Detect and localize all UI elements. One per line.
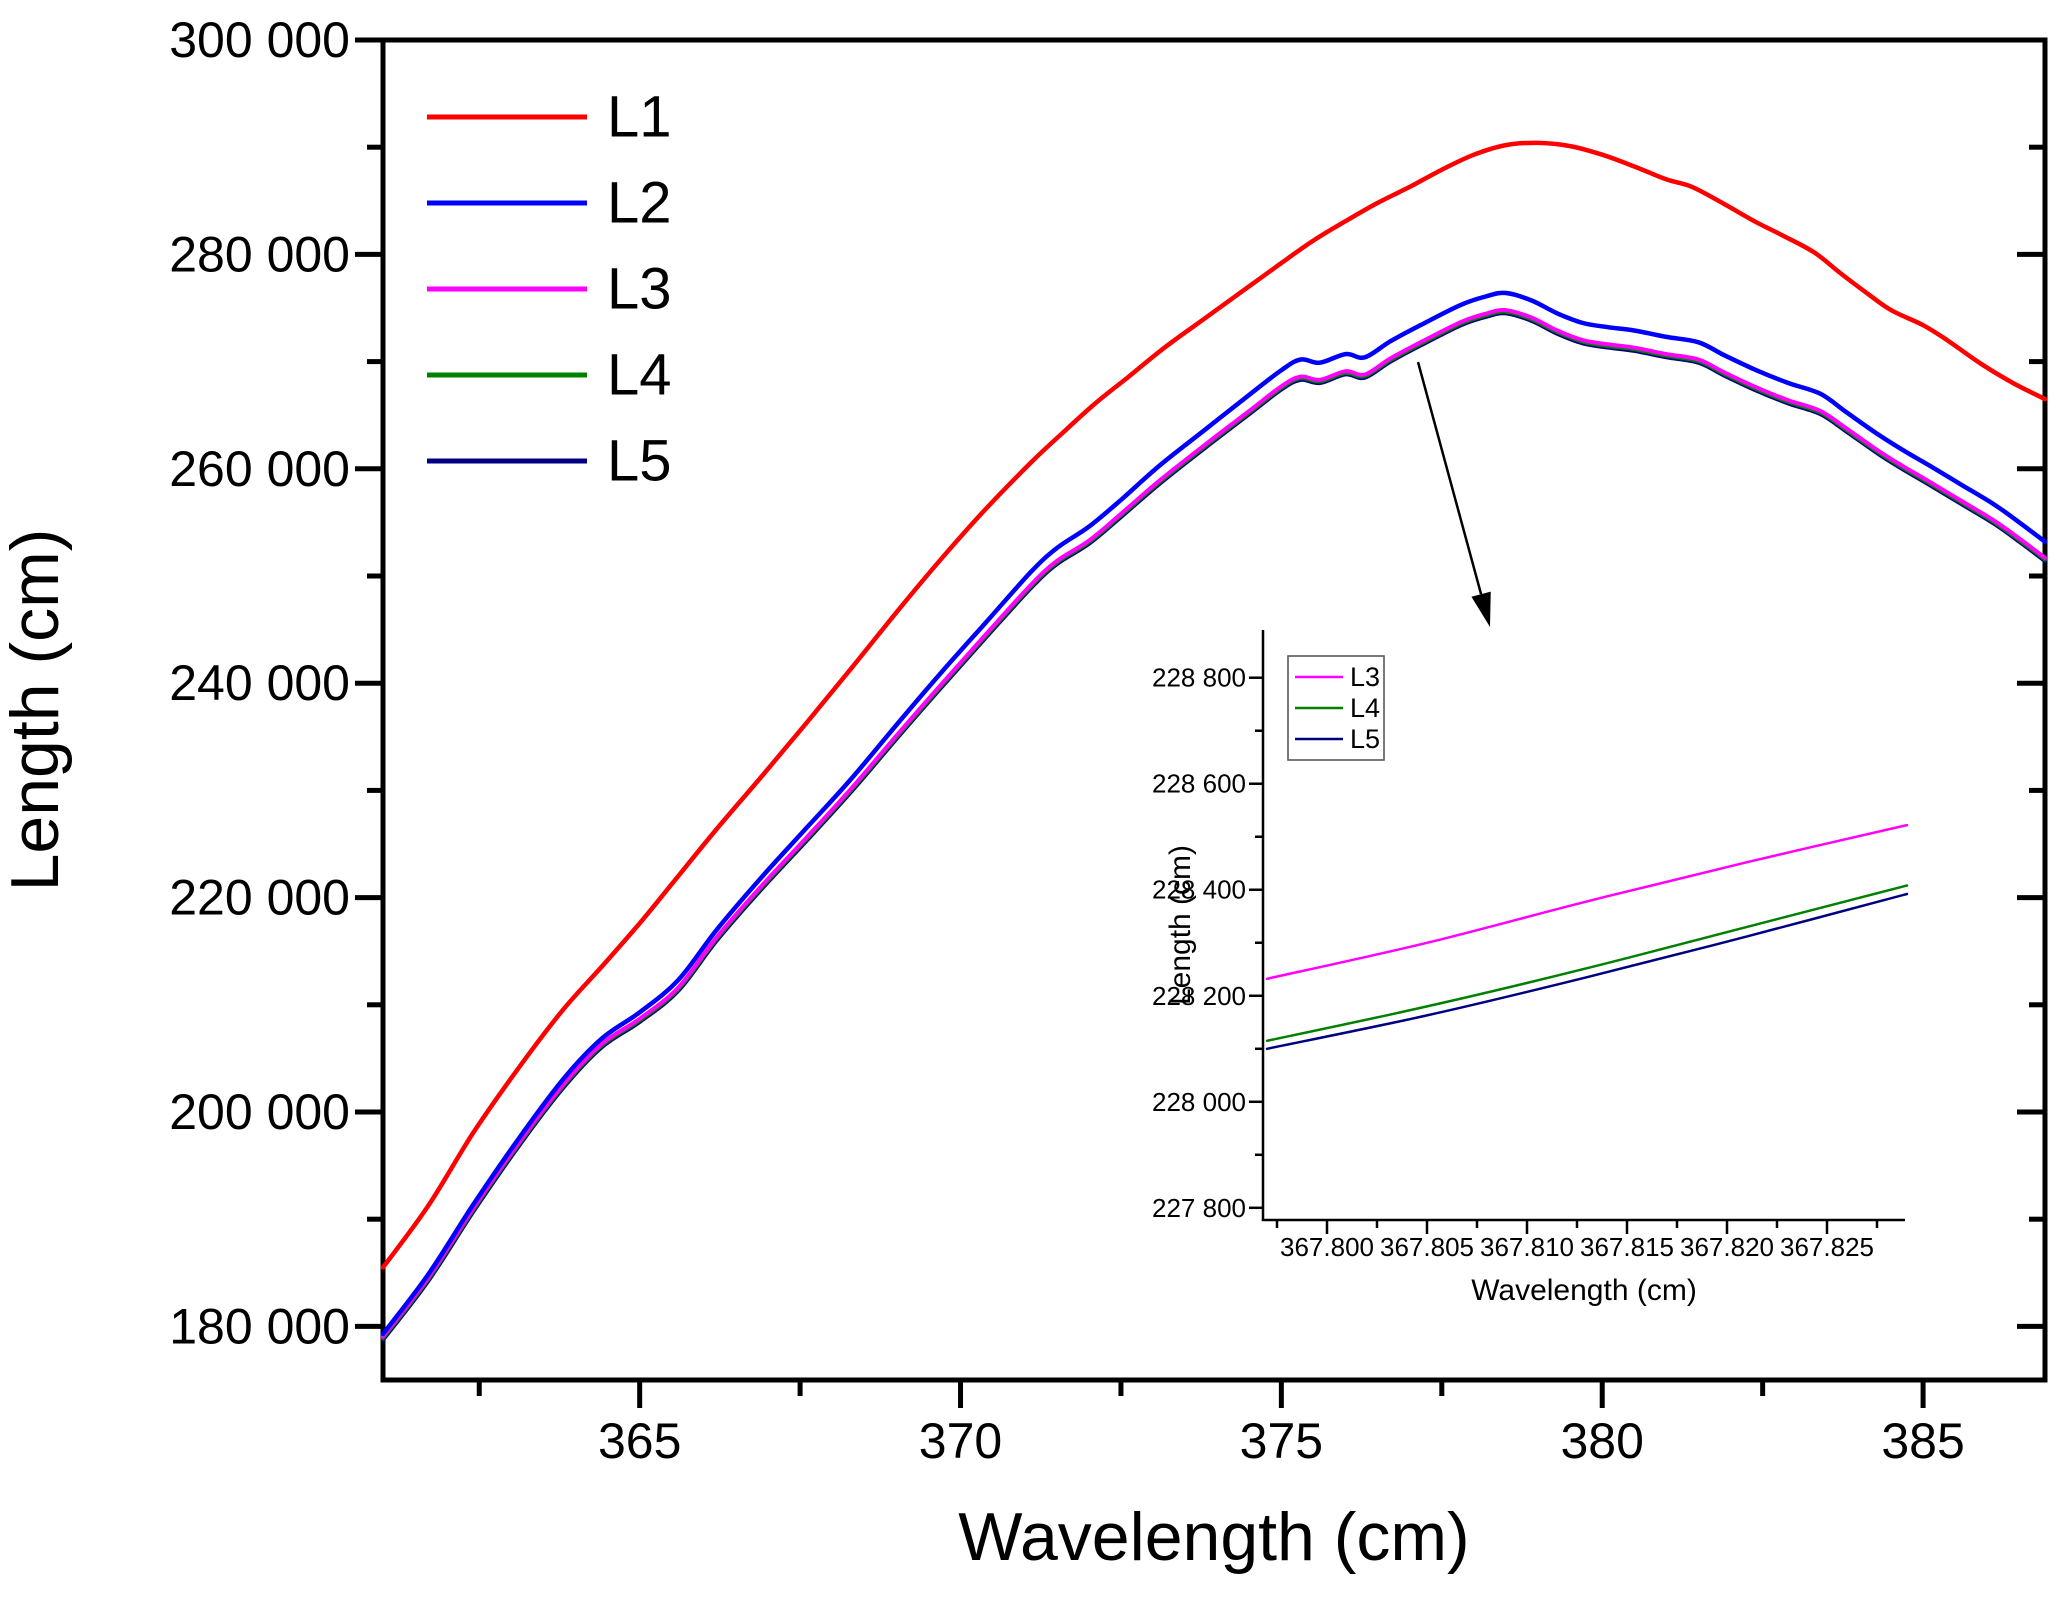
y-tick-label: 228 200: [1152, 981, 1246, 1011]
plot-box: [380, 37, 2048, 1383]
legend-label: L4: [607, 343, 672, 408]
axis-ticks: [355, 37, 2045, 1408]
tick-labels: 365 370 375 380 385 180 000 200 000 220 000 240 …: [169, 12, 1965, 1469]
y-tick-label: 228 000: [1152, 1087, 1246, 1117]
legend-entry-L5: L5: [1295, 724, 1380, 754]
x-tick-label: 367.825: [1780, 1232, 1874, 1262]
series-L2: [380, 290, 2048, 1337]
legend-entry-L5: L5: [427, 429, 672, 494]
y-tick-label: 227 800: [1152, 1193, 1246, 1223]
y-tick-label: 228 400: [1152, 875, 1246, 905]
x-tick-label: 375: [1240, 1413, 1323, 1469]
legend-label: L2: [607, 171, 672, 236]
x-axis-title: Wavelength (cm): [958, 1499, 1469, 1575]
y-tick-label: 228 800: [1152, 663, 1246, 693]
x-tick-label: 367.815: [1580, 1232, 1674, 1262]
x-tick-label: 367.800: [1280, 1232, 1374, 1262]
x-axis-title: Wavelength (cm): [1471, 1274, 1697, 1307]
y-axis-title: Length (cm): [1164, 845, 1197, 1005]
legend-label: L5: [607, 429, 672, 494]
legend-entry-L4: L4: [1295, 693, 1380, 723]
legend-label: L1: [607, 85, 672, 150]
series-L4: [1265, 884, 1909, 1043]
x-tick-label: 367.810: [1480, 1232, 1574, 1262]
legend-entry-L3: L3: [427, 257, 672, 322]
y-tick-label: 228 600: [1152, 769, 1246, 799]
legend-label: L5: [1350, 724, 1380, 754]
y-axis-title: Length (cm): [0, 529, 73, 892]
legend-main: L1 L2 L3 L4 L5: [427, 85, 672, 494]
plot-main: 365 370 375 380 385 180 000 200 000 220 000 240 …: [0, 12, 2048, 1575]
series-L3: [381, 307, 2047, 1339]
legend-entry-L1: L1: [427, 85, 672, 150]
x-tick-label: 385: [1881, 1413, 1964, 1469]
legend-label: L3: [1350, 662, 1380, 692]
series-L3: [1265, 823, 1909, 981]
legend-entry-L3: L3: [1295, 662, 1380, 692]
x-tick-label: 380: [1561, 1413, 1644, 1469]
y-tick-label: 280 000: [169, 226, 350, 282]
arrow-shaft: [1416, 361, 1483, 595]
x-tick-label: 367.805: [1380, 1232, 1474, 1262]
y-tick-label: 180 000: [169, 1298, 350, 1354]
tick-labels: 367.800 367.805 367.810 367.815 367.820 367.8…: [1152, 663, 1874, 1262]
legend-label: L4: [1350, 693, 1380, 723]
y-tick-label: 260 000: [169, 441, 350, 497]
y-tick-label: 220 000: [169, 870, 350, 926]
y-tick-label: 200 000: [169, 1084, 350, 1140]
y-tick-label: 240 000: [169, 655, 350, 711]
legend-label: L3: [607, 257, 672, 322]
y-tick-label: 300 000: [169, 12, 350, 68]
annotation-arrow: [1416, 361, 1491, 627]
arrow-head: [1471, 591, 1491, 627]
axis-ticks: [1249, 676, 1879, 1234]
x-tick-label: 370: [919, 1413, 1002, 1469]
plot-inset: 367.800 367.805 367.810 367.815 367.820 367.8…: [1152, 630, 1909, 1307]
x-tick-label: 365: [598, 1413, 681, 1469]
series-L1: [380, 140, 2048, 1270]
series-L5: [1265, 892, 1909, 1051]
legend-entry-L2: L2: [427, 171, 672, 236]
x-tick-label: 367.820: [1680, 1232, 1774, 1262]
legend-entry-L4: L4: [427, 343, 672, 408]
